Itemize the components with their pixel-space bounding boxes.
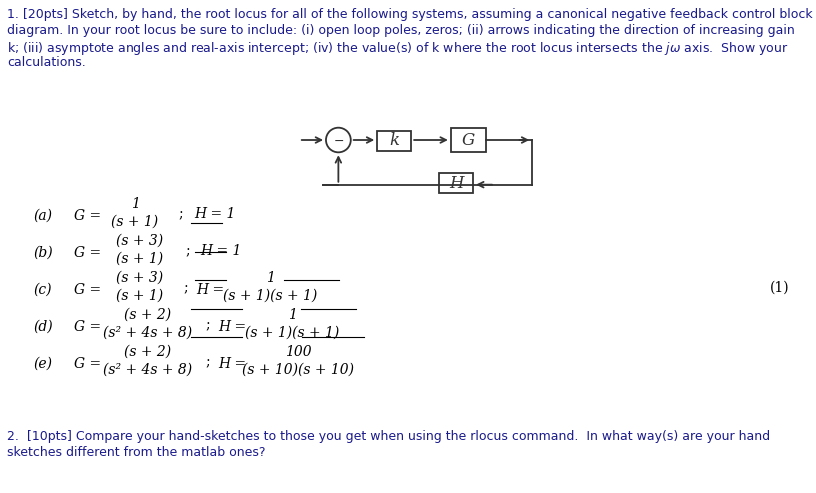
- Text: (s² + 4s + 8): (s² + 4s + 8): [104, 363, 193, 377]
- Text: 100: 100: [285, 345, 312, 359]
- Text: (a): (a): [33, 209, 52, 223]
- Text: G: G: [462, 132, 475, 148]
- Text: (s + 1): (s + 1): [117, 289, 163, 303]
- Text: H =: H =: [196, 283, 224, 297]
- Text: G =: G =: [74, 357, 101, 371]
- Text: (b): (b): [33, 246, 52, 260]
- Text: 2.  [10pts] Compare your hand-sketches to those you get when using the rlocus co: 2. [10pts] Compare your hand-sketches to…: [7, 430, 770, 443]
- Text: H = 1: H = 1: [200, 244, 242, 258]
- Text: ;: ;: [205, 318, 210, 332]
- Text: G =: G =: [74, 283, 101, 297]
- Text: ;: ;: [183, 281, 188, 295]
- Text: (s + 3): (s + 3): [117, 271, 163, 285]
- Text: k; (iii) asymptote angles and real-axis intercept; (iv) the value(s) of k where : k; (iii) asymptote angles and real-axis …: [7, 40, 788, 57]
- Text: G =: G =: [74, 320, 101, 334]
- Text: 1. [20pts] Sketch, by hand, the root locus for all of the following systems, ass: 1. [20pts] Sketch, by hand, the root loc…: [7, 8, 813, 21]
- Text: (s + 3): (s + 3): [117, 234, 163, 248]
- Text: (s + 10)(s + 10): (s + 10)(s + 10): [242, 363, 354, 377]
- Text: (s + 2): (s + 2): [124, 345, 171, 359]
- Text: (s + 1)(s + 1): (s + 1)(s + 1): [223, 289, 317, 303]
- Text: (s + 1)(s + 1): (s + 1)(s + 1): [245, 326, 339, 340]
- Text: k: k: [389, 132, 399, 149]
- Text: 1: 1: [287, 308, 296, 322]
- Text: sketches different from the matlab ones?: sketches different from the matlab ones?: [7, 446, 265, 459]
- Text: 1: 1: [131, 197, 140, 211]
- Text: ;: ;: [178, 207, 183, 221]
- Text: (s + 1): (s + 1): [117, 252, 163, 266]
- Bar: [439, 173, 473, 193]
- Text: H: H: [449, 175, 463, 192]
- Text: ;: ;: [185, 244, 189, 258]
- Bar: [450, 129, 486, 151]
- Text: H =: H =: [218, 357, 246, 371]
- Text: H =: H =: [218, 320, 246, 334]
- Text: $-$: $-$: [333, 134, 344, 146]
- Text: H = 1: H = 1: [194, 207, 235, 221]
- Text: G =: G =: [74, 209, 101, 223]
- Text: ;: ;: [205, 355, 210, 369]
- Text: (s + 1): (s + 1): [112, 215, 158, 229]
- Text: (1): (1): [770, 281, 790, 295]
- Text: (c): (c): [33, 283, 51, 297]
- Text: (s + 2): (s + 2): [124, 308, 171, 322]
- Text: (s² + 4s + 8): (s² + 4s + 8): [104, 326, 193, 340]
- Text: (d): (d): [33, 320, 52, 334]
- Text: G =: G =: [74, 246, 101, 260]
- Text: calculations.: calculations.: [7, 56, 86, 69]
- Text: diagram. In your root locus be sure to include: (i) open loop poles, zeros; (ii): diagram. In your root locus be sure to i…: [7, 24, 795, 37]
- Text: 1: 1: [265, 271, 274, 285]
- Bar: [377, 131, 411, 151]
- Text: (e): (e): [33, 357, 52, 371]
